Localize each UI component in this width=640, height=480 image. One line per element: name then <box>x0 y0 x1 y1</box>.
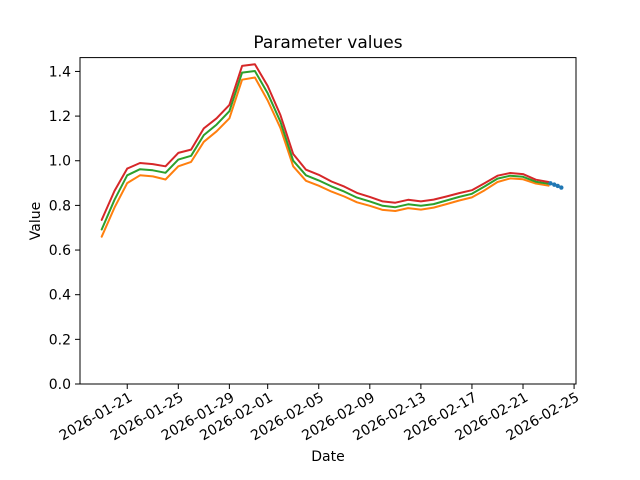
y-axis-label: Value <box>28 201 44 241</box>
y-tick-label: 0.2 <box>49 332 71 348</box>
blue-endpoint-dots <box>548 181 553 186</box>
blue-endpoint-dots <box>552 182 557 187</box>
green-series-line <box>100 70 550 231</box>
red-series-line <box>100 63 550 221</box>
blue-endpoint-dots <box>559 185 564 190</box>
axes-spines <box>79 57 577 385</box>
x-axis-label: Date <box>311 449 345 465</box>
orange-series-line <box>100 76 550 238</box>
y-tick-label: 0.0 <box>49 377 71 393</box>
y-tick-label: 1.0 <box>49 154 71 170</box>
blue-endpoint-dots <box>555 183 560 189</box>
y-tick-label: 0.6 <box>49 243 71 259</box>
chart-title: Parameter values <box>253 33 403 53</box>
y-tick-label: 1.2 <box>49 109 71 125</box>
y-tick-label: 0.4 <box>49 288 71 304</box>
y-tick-label: 1.4 <box>49 64 71 80</box>
y-tick-label: 0.8 <box>49 198 71 214</box>
